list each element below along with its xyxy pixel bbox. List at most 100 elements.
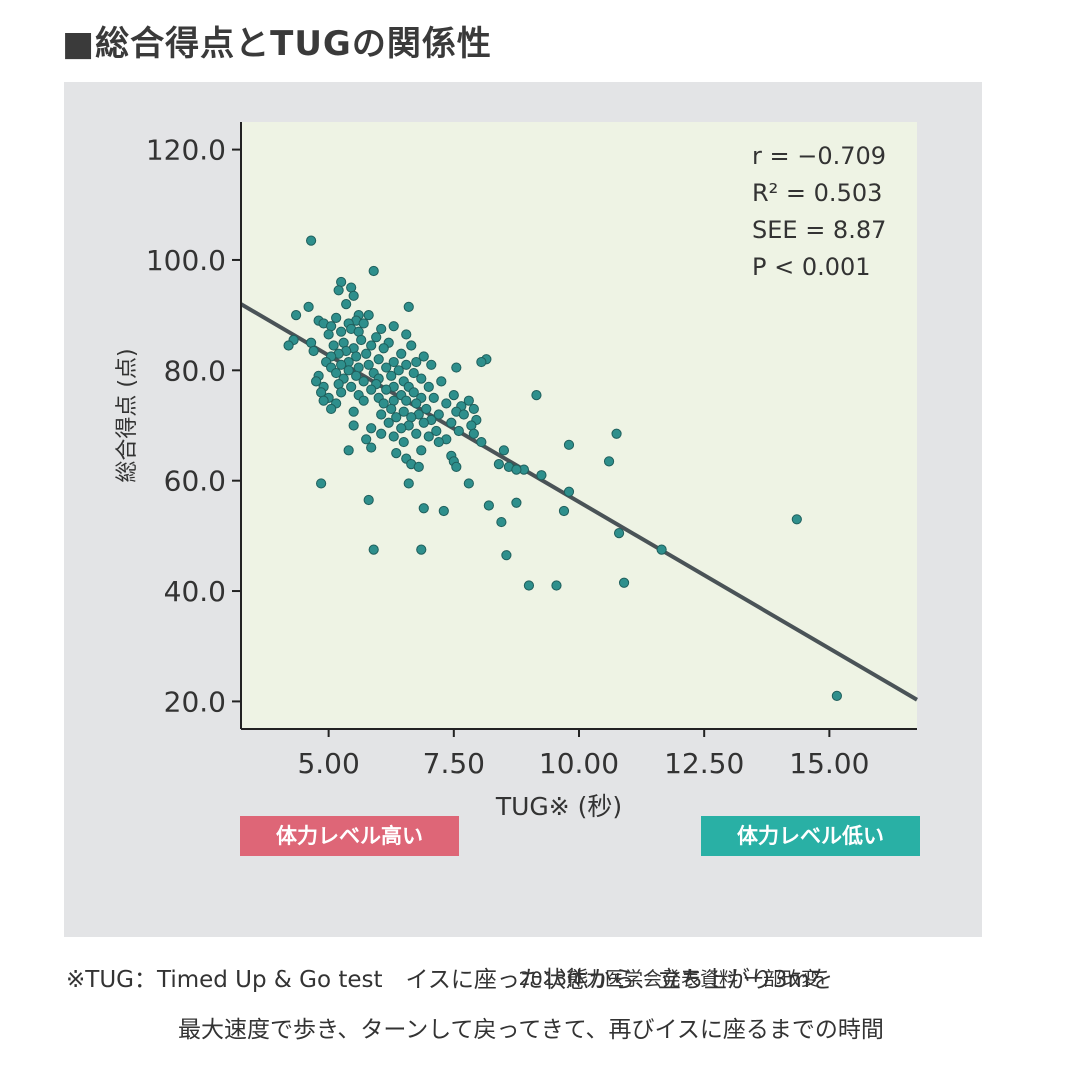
data-point [408, 387, 419, 398]
data-point [611, 428, 622, 439]
footnote-line-1: ※TUG：Timed Up & Go test イスに座った状態から、立ち上がり… [66, 967, 833, 993]
data-point [466, 420, 477, 431]
x-tick-label: 5.00 [297, 747, 359, 780]
data-point [306, 235, 317, 246]
y-tick-label: 120.0 [146, 134, 226, 167]
data-point [336, 276, 347, 288]
data-point [563, 486, 575, 497]
data-point [421, 403, 432, 415]
data-point [383, 417, 394, 428]
data-point [398, 436, 409, 448]
data-point [511, 497, 522, 508]
data-point [468, 403, 479, 415]
data-point [393, 365, 404, 376]
data-point [463, 395, 474, 406]
data-point [371, 332, 382, 343]
data-point [451, 362, 462, 373]
data-point [403, 478, 414, 489]
data-point [358, 318, 369, 329]
data-point [358, 395, 369, 406]
data-point [366, 384, 377, 395]
data-point [411, 356, 422, 368]
data-point [406, 340, 417, 351]
data-point [290, 310, 302, 321]
data-point [318, 395, 329, 406]
data-point [378, 398, 389, 409]
data-point [446, 417, 457, 428]
data-point [403, 301, 414, 312]
data-point [416, 373, 427, 384]
data-point [308, 345, 319, 357]
data-point [448, 390, 459, 401]
data-point [358, 376, 369, 387]
stat-annotation-line: R² = 0.503 [752, 179, 882, 207]
data-point [346, 282, 357, 293]
data-point [563, 439, 575, 450]
data-point [341, 299, 352, 310]
data-point [331, 367, 342, 379]
data-point [328, 340, 339, 351]
data-point [348, 406, 359, 417]
data-point [326, 403, 337, 415]
chart-panel: 20.0 40.0 60.0 80.0 100.0 120.0 5.00 7.50 10.00 1… [64, 82, 982, 990]
data-point [656, 544, 667, 555]
data-point [426, 359, 437, 370]
data-point [418, 351, 429, 362]
data-point [351, 370, 362, 381]
data-point [391, 412, 402, 423]
data-point [336, 387, 347, 398]
data-point [398, 406, 409, 417]
data-point [361, 348, 372, 359]
data-point [376, 409, 387, 420]
data-point [363, 494, 374, 506]
data-point [476, 436, 487, 448]
badge-low-fitness: 体力レベル低い [701, 816, 920, 856]
data-point [493, 459, 504, 470]
data-point [418, 417, 429, 428]
data-point [353, 362, 364, 373]
y-tick-label: 40.0 [164, 575, 226, 608]
data-point [401, 329, 412, 340]
data-point [311, 376, 322, 387]
data-point [323, 329, 334, 340]
data-point [346, 381, 357, 392]
data-point [453, 425, 464, 437]
data-point [303, 301, 314, 312]
data-point [431, 425, 442, 437]
data-point [343, 365, 354, 376]
data-point [618, 577, 630, 588]
data-point [333, 379, 344, 390]
data-point [468, 428, 479, 439]
data-point [496, 516, 507, 528]
y-tick-label: 20.0 [164, 685, 226, 718]
data-point [396, 348, 407, 359]
data-point [333, 285, 344, 296]
data-point [558, 505, 570, 517]
data-point [483, 500, 494, 511]
data-point [351, 351, 362, 362]
stat-annotation-line: P < 0.001 [752, 253, 871, 281]
data-point [396, 423, 407, 434]
data-point [361, 434, 372, 445]
data-point [386, 370, 397, 381]
data-point [408, 367, 419, 379]
y-axis-label: 総合得点 (点) [115, 348, 140, 482]
y-tick-label: 80.0 [164, 354, 226, 387]
data-point [411, 398, 422, 409]
data-point [388, 431, 399, 442]
data-point [551, 580, 562, 591]
data-point [316, 478, 327, 489]
data-point [613, 528, 625, 539]
plot-area [241, 122, 917, 729]
data-point [498, 445, 509, 456]
x-axis-label: TUG※ (秒) [495, 792, 622, 821]
data-point [413, 461, 424, 472]
data-point [376, 428, 387, 439]
data-point [433, 409, 444, 420]
data-point [406, 412, 417, 423]
data-point [306, 337, 317, 348]
data-point [386, 403, 397, 415]
data-point [401, 395, 412, 406]
data-point [536, 470, 547, 481]
data-point [416, 445, 427, 456]
